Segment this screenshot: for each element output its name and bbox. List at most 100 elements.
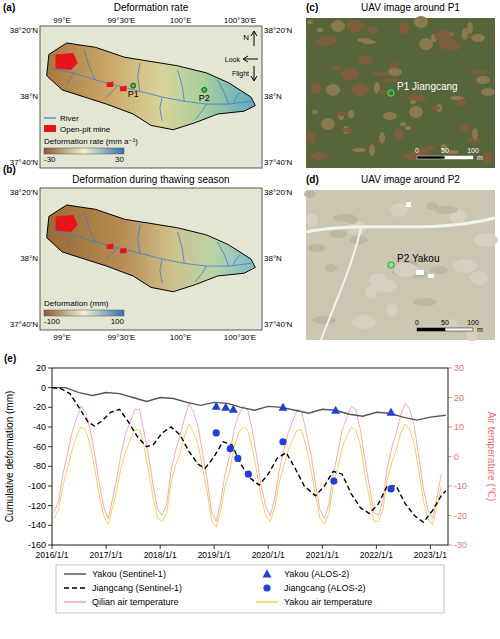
texture (482, 152, 492, 164)
texture (476, 76, 490, 84)
legend-swatch (263, 570, 272, 578)
texture (346, 20, 364, 32)
y-tick-label: -160 (28, 540, 46, 550)
river (67, 73, 74, 86)
triangle-marker (212, 402, 221, 410)
lat-label: 38°N (264, 92, 282, 101)
open-pit-mine (107, 81, 114, 87)
texture (329, 230, 347, 238)
texture (399, 22, 409, 34)
circle-marker (330, 477, 337, 484)
legend-text: Yakou (ALOS-2) (284, 569, 349, 579)
watershed (47, 43, 256, 130)
y2-tick-label: -30 (454, 540, 467, 550)
texture (410, 100, 416, 104)
lon-label: 99°E (53, 16, 70, 25)
flight-label: Flight (232, 70, 249, 78)
texture (332, 66, 342, 70)
y-tick-label: -80 (33, 461, 46, 471)
texture (331, 20, 345, 32)
colorbar-title: Deformation (mm) (44, 299, 109, 308)
panel-letter: (e) (4, 353, 16, 364)
panel-title: Deformation rate (114, 2, 189, 13)
river (138, 225, 140, 253)
look-arrow (243, 56, 258, 62)
y-tick (48, 505, 52, 506)
scale-label: 50 (441, 319, 449, 326)
x-tick-label: 2016/1/1 (35, 550, 68, 560)
texture (342, 128, 352, 132)
building (406, 202, 411, 207)
uav-image (306, 18, 495, 168)
y-tick-label: -140 (28, 520, 46, 530)
legend-text: Jiangcang (Sentinel-1) (92, 583, 182, 593)
watershed (47, 205, 256, 292)
y-tick-label: -20 (33, 402, 46, 412)
river (84, 50, 95, 80)
texture (450, 96, 464, 100)
texture (405, 126, 411, 130)
triangle-marker (331, 406, 340, 414)
y2-axis-title: Air temperature (℃) (486, 412, 497, 502)
x-tick (268, 545, 269, 549)
scale-bar (417, 156, 445, 159)
lon-label: 100°E (170, 333, 192, 342)
circle-marker (234, 455, 241, 462)
y-tick-label: -100 (28, 481, 46, 491)
texture (351, 84, 369, 96)
texture (472, 128, 478, 140)
panel-title: UAV image around P2 (361, 174, 460, 185)
texture (307, 20, 313, 24)
y2-tick (448, 545, 452, 546)
circle-marker (213, 429, 220, 436)
site-point (388, 90, 394, 96)
x-tick-label: 2019/1/1 (198, 550, 231, 560)
lon-label: 99°E (53, 333, 70, 342)
y-tick-label: -120 (28, 501, 46, 511)
scale-bar (445, 156, 473, 159)
panel-letter: (d) (306, 174, 319, 185)
y-tick (48, 368, 52, 369)
legend-text: Jiangcang (ALOS-2) (284, 583, 366, 593)
site-point (131, 83, 136, 88)
y2-tick (448, 427, 452, 428)
north-arrow (251, 31, 257, 46)
y2-tick-label: 30 (454, 363, 464, 373)
series-line (54, 424, 441, 527)
texture (470, 271, 488, 285)
scale-label: 100 (467, 319, 479, 326)
panel-letter: (c) (306, 2, 318, 13)
flight-arrow (251, 66, 257, 81)
lat-label: 38°20'N (264, 188, 293, 197)
texture (409, 106, 423, 118)
legend-text: Qilian air temperature (92, 597, 179, 607)
y2-tick (448, 397, 452, 398)
scale-bar (445, 328, 473, 331)
building (416, 270, 424, 275)
texture (470, 70, 488, 74)
y2-tick (448, 456, 452, 457)
texture (320, 36, 338, 44)
x-tick (376, 545, 377, 549)
circle-marker (279, 438, 286, 445)
texture (481, 88, 495, 96)
texture (430, 106, 440, 110)
x-tick-label: 2022/1/1 (360, 550, 393, 560)
y2-tick-label: 20 (454, 393, 464, 403)
river (233, 93, 240, 104)
colorbar-tick: 30 (115, 155, 124, 164)
lat-label: 38°N (20, 92, 38, 101)
texture (461, 124, 471, 132)
uav-panel: (d)UAV image around P2P2 Yakou050100m (304, 174, 498, 341)
colorbar-tick: -30 (44, 155, 56, 164)
map-frame (40, 188, 262, 330)
y-tick-label: 0 (41, 383, 46, 393)
colorbar-title: Deformation rate (mm a⁻¹) (44, 137, 138, 146)
scale-label: 0 (415, 147, 419, 154)
texture (368, 26, 378, 34)
river (67, 235, 74, 248)
y-axis-title: Cumulative deformation (mm) (4, 391, 15, 523)
site-point (202, 87, 207, 92)
map-panel: (b)Deformation during thawing season38°2… (3, 164, 293, 342)
texture (311, 82, 321, 94)
